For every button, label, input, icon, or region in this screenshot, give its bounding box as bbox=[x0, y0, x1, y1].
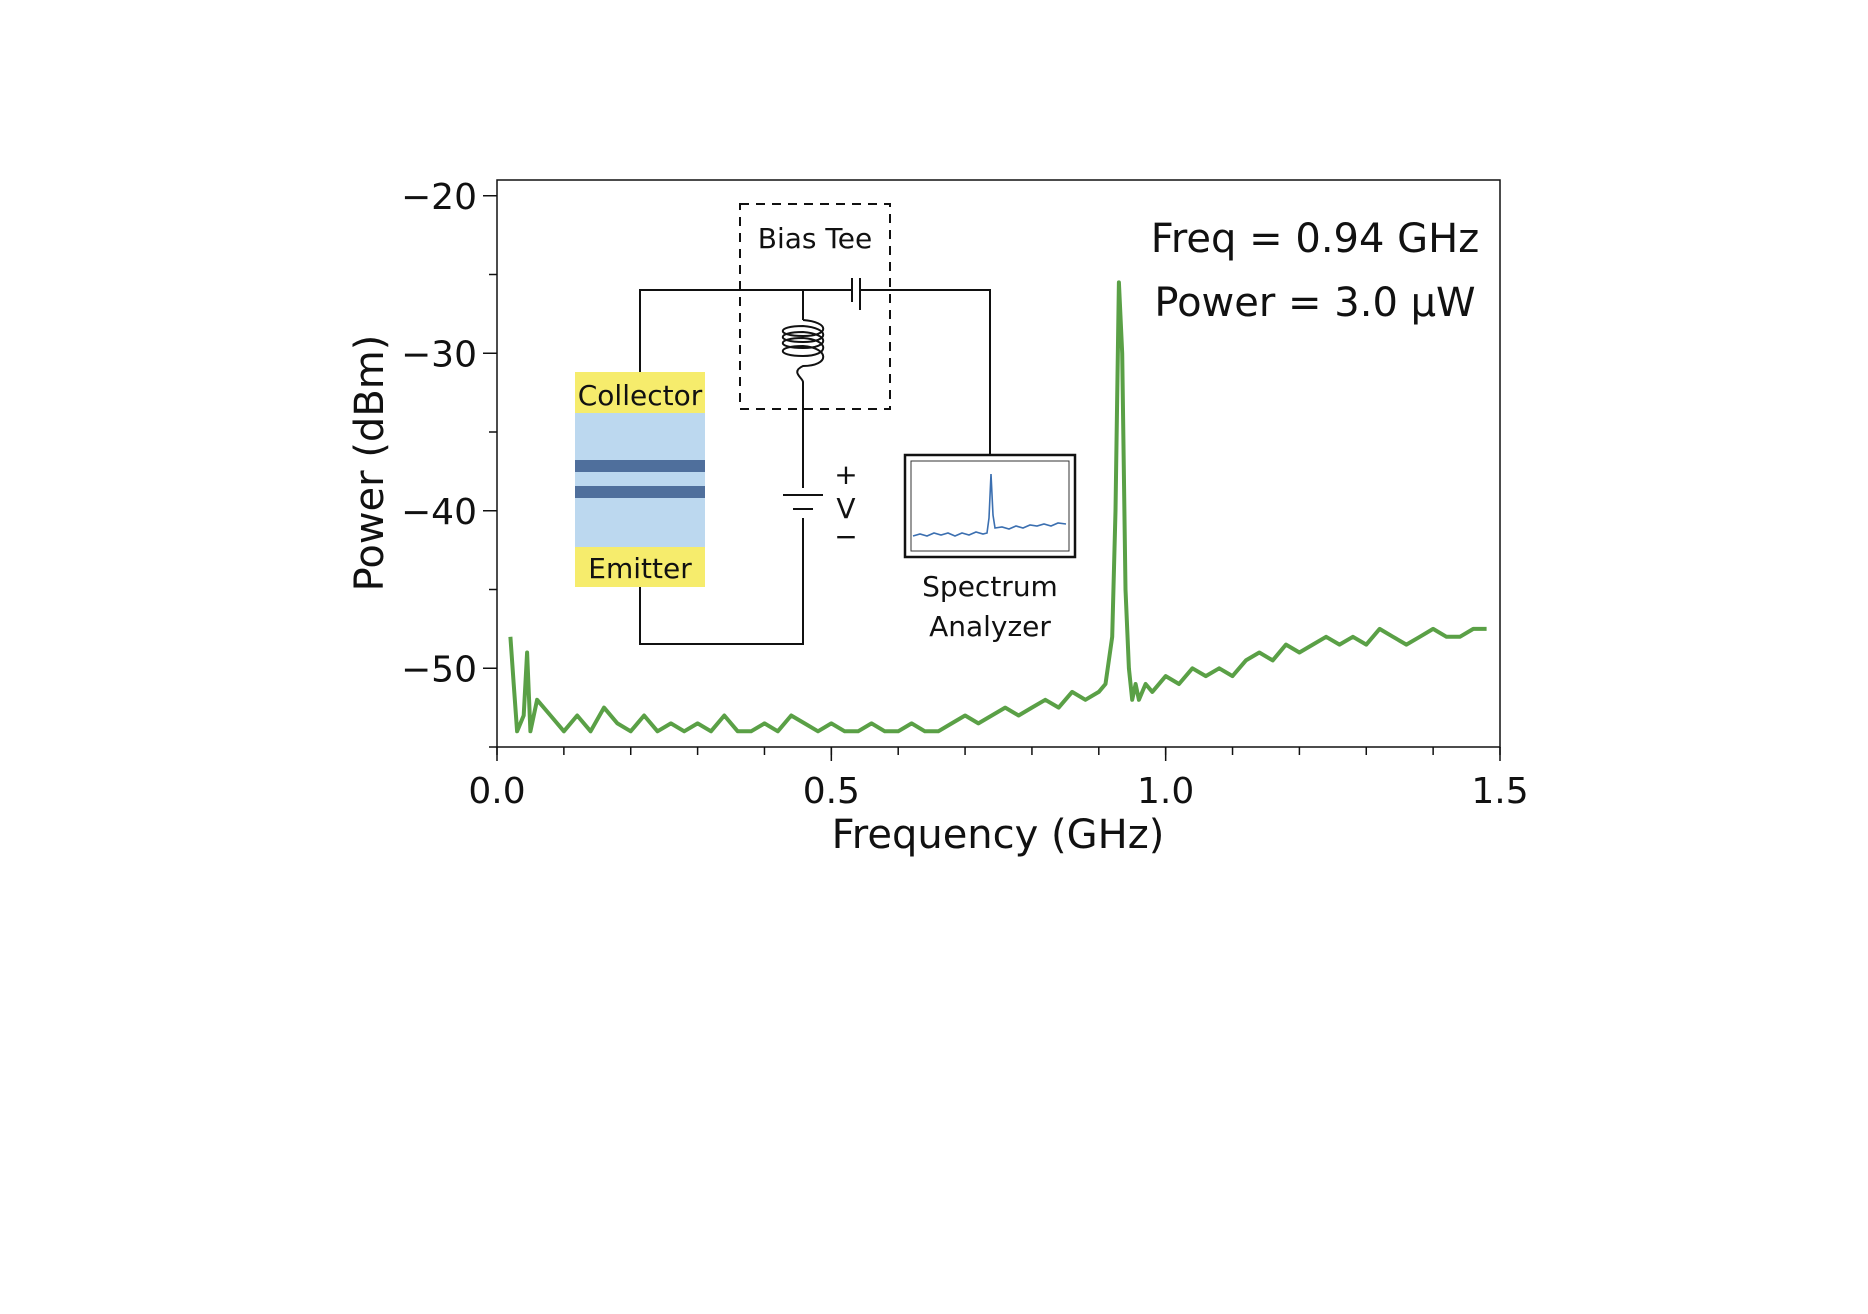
inductor-coil bbox=[781, 319, 824, 383]
barrier-layer-2 bbox=[575, 486, 705, 498]
spectrum-analyzer-label-2: Analyzer bbox=[929, 610, 1051, 643]
y-tick-label: −50 bbox=[401, 649, 477, 690]
voltage-label: V bbox=[836, 492, 855, 525]
x-tick-label: 0.5 bbox=[803, 771, 860, 812]
emitter-layer bbox=[575, 547, 705, 587]
circuit-wires bbox=[639, 278, 991, 645]
y-tick-label: −20 bbox=[401, 177, 477, 218]
x-tick-label: 0.0 bbox=[468, 771, 525, 812]
x-axis-label: Frequency (GHz) bbox=[832, 812, 1165, 858]
spectrum-analyzer-screen bbox=[910, 460, 1070, 552]
plot-frame bbox=[496, 179, 1501, 748]
collector-label: Collector bbox=[578, 379, 703, 412]
y-axis-label: Power (dBm) bbox=[347, 335, 393, 592]
circuit-inset: Collector Emitter Bias Tee + V − Spectru… bbox=[575, 203, 1077, 645]
device-body bbox=[575, 413, 705, 547]
y-tick-label: −40 bbox=[401, 492, 477, 533]
barrier-layer-1 bbox=[575, 460, 705, 472]
minus-label: − bbox=[834, 520, 857, 553]
spectrum-analyzer-trace bbox=[912, 473, 1067, 537]
annotation-frequency: Freq = 0.94 GHz bbox=[1151, 216, 1479, 262]
x-tick-label: 1.0 bbox=[1137, 771, 1194, 812]
series-layer bbox=[508, 280, 1487, 734]
bias-tee-label: Bias Tee bbox=[758, 222, 872, 255]
plus-label: + bbox=[834, 458, 857, 491]
x-axis: 0.0 0.5 1.0 1.5 bbox=[468, 747, 1529, 812]
y-axis: −20 −30 −40 −50 bbox=[401, 177, 497, 748]
x-tick-label: 1.5 bbox=[1471, 771, 1528, 812]
y-tick-label: −30 bbox=[401, 334, 477, 375]
emitter-label: Emitter bbox=[588, 552, 692, 585]
collector-layer bbox=[575, 372, 705, 413]
series-line bbox=[508, 280, 1487, 734]
spectrum-analyzer-label-1: Spectrum bbox=[922, 570, 1058, 603]
annotation-power: Power = 3.0 µW bbox=[1154, 280, 1475, 326]
